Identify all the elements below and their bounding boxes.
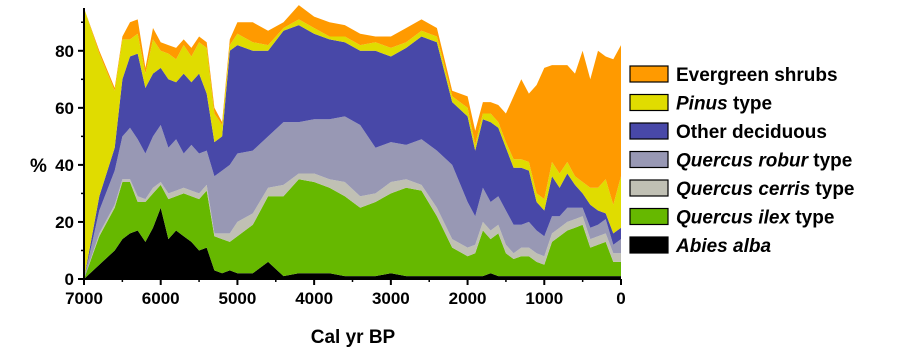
legend-label-plain: Other deciduous: [676, 122, 827, 143]
legend-swatch: [629, 93, 669, 112]
stacked-area-series: [84, 5, 621, 280]
x-tick-label: 0: [616, 289, 625, 308]
area-quercus-cerris-type: [84, 173, 621, 279]
legend-swatch: [629, 150, 669, 169]
legend-label-plain: type: [808, 151, 852, 172]
area-quercus-robur-type: [84, 116, 621, 280]
legend-swatch: [629, 179, 669, 197]
y-ticks: 0 20 40 60 80: [55, 21, 84, 289]
x-tick-label: 7000: [65, 289, 103, 308]
legend-label: Quercus robur type: [676, 151, 852, 172]
x-tick-label: 5000: [219, 289, 257, 308]
legend-label-italic: Quercus ilex: [676, 208, 791, 229]
y-tick-label: 40: [55, 156, 74, 175]
y-tick-label: 0: [65, 270, 74, 289]
legend-label-plain: type: [810, 179, 854, 200]
legend-item: Quercus ilex type: [629, 207, 834, 229]
x-tick-label: 3000: [372, 289, 410, 308]
legend-item: Quercus cerris type: [629, 179, 855, 200]
legend-swatch: [629, 65, 669, 83]
x-tick-label: 1000: [525, 289, 563, 308]
y-tick-label: 80: [55, 42, 74, 61]
x-tick-label: 6000: [142, 289, 180, 308]
y-tick-label: 60: [55, 99, 74, 118]
x-axis-title: Cal yr BP: [311, 327, 396, 348]
legend-label-plain: type: [790, 208, 834, 229]
y-tick-label: 20: [55, 213, 74, 232]
legend-item: Abies alba: [629, 236, 771, 257]
legend-item: Other deciduous: [629, 122, 827, 143]
legend-swatch: [629, 122, 669, 140]
area-pinus-type: [84, 8, 621, 279]
legend-label-italic: Quercus cerris: [676, 179, 810, 200]
y-axis-title: %: [30, 156, 47, 177]
legend-swatch: [629, 236, 669, 254]
area-other-deciduous: [84, 25, 621, 279]
legend-label: Abies alba: [675, 236, 771, 257]
legend-item: Evergreen shrubs: [629, 65, 838, 86]
legend-label-plain: type: [728, 94, 772, 115]
area-abies-alba: [84, 207, 621, 279]
area-quercus-ilex-type: [84, 179, 621, 279]
legend-label-italic: Abies alba: [675, 236, 771, 257]
legend-item: Quercus robur type: [629, 150, 852, 172]
legend: Evergreen shrubs Pinus type Other deciduou…: [629, 65, 855, 257]
legend-item: Pinus type: [629, 93, 772, 115]
legend-label-plain: Evergreen shrubs: [676, 65, 838, 86]
legend-label: Other deciduous: [676, 122, 827, 143]
area-evergreen-shrubs: [84, 5, 621, 205]
legend-label: Pinus type: [676, 94, 772, 115]
legend-label-italic: Pinus: [676, 94, 728, 115]
axes: 0 20 40 60 80 7000 6000 5000 4000 3000 2000 1000 0: [55, 8, 626, 308]
legend-label-italic: Quercus robur: [676, 151, 810, 172]
legend-label: Quercus cerris type: [676, 179, 855, 200]
legend-swatch: [629, 207, 669, 226]
legend-label: Evergreen shrubs: [676, 65, 838, 86]
x-tick-label: 4000: [295, 289, 333, 308]
x-ticks: 7000 6000 5000 4000 3000 2000 1000 0: [65, 279, 626, 308]
legend-label: Quercus ilex type: [676, 208, 834, 229]
x-tick-label: 2000: [449, 289, 487, 308]
